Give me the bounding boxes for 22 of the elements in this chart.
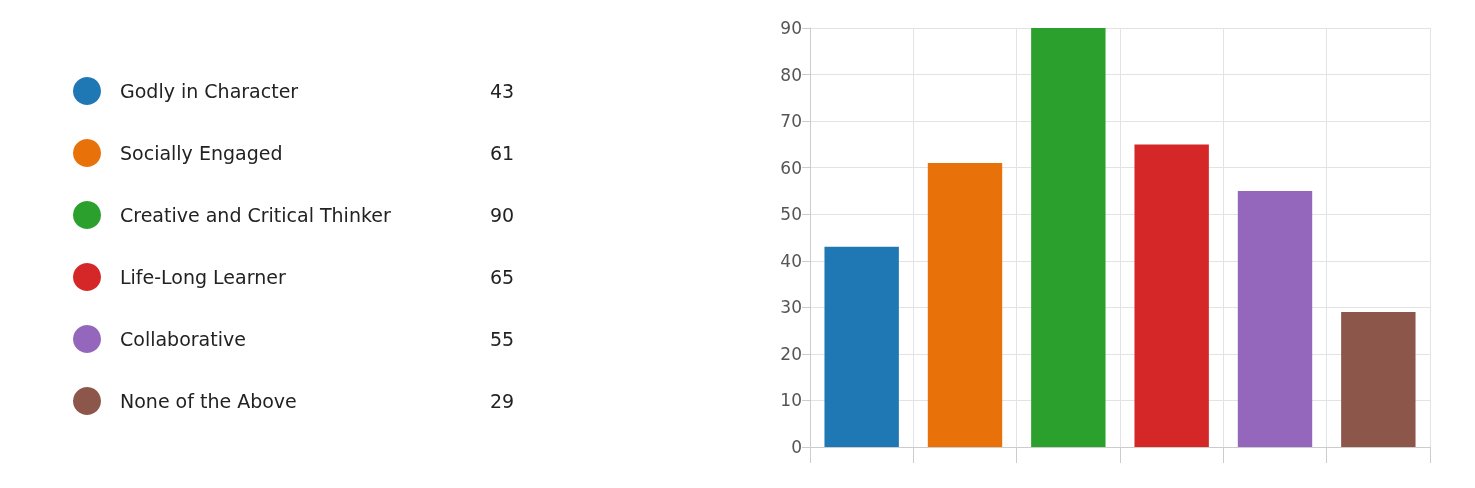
- y-tick-label: 70: [780, 111, 802, 132]
- text: 55: [490, 328, 515, 350]
- y-tick-label: 20: [780, 343, 802, 364]
- legend-label: Socially Engaged: [120, 142, 283, 164]
- text: 61: [490, 142, 515, 164]
- legend-label: None of the Above: [120, 390, 297, 412]
- y-tick-label: 10: [780, 390, 802, 411]
- y-tick-label: 40: [780, 250, 802, 271]
- text: 90: [490, 204, 515, 226]
- legend-label: Collaborative: [120, 328, 246, 350]
- text: 65: [490, 266, 515, 288]
- y-tick-label: 60: [780, 157, 802, 178]
- y-tick-label: 30: [780, 297, 802, 318]
- legend-label: Creative and Critical Thinker: [120, 204, 391, 226]
- legend-label: Life-Long Learner: [120, 266, 286, 288]
- text: 43: [490, 80, 515, 102]
- y-tick-label: 90: [780, 18, 802, 38]
- y-tick-label: 0: [791, 437, 802, 457]
- legend-label: Godly in Character: [120, 80, 299, 102]
- text: 29: [490, 390, 515, 412]
- y-tick-label: 80: [780, 64, 802, 85]
- y-tick-label: 50: [780, 204, 802, 225]
